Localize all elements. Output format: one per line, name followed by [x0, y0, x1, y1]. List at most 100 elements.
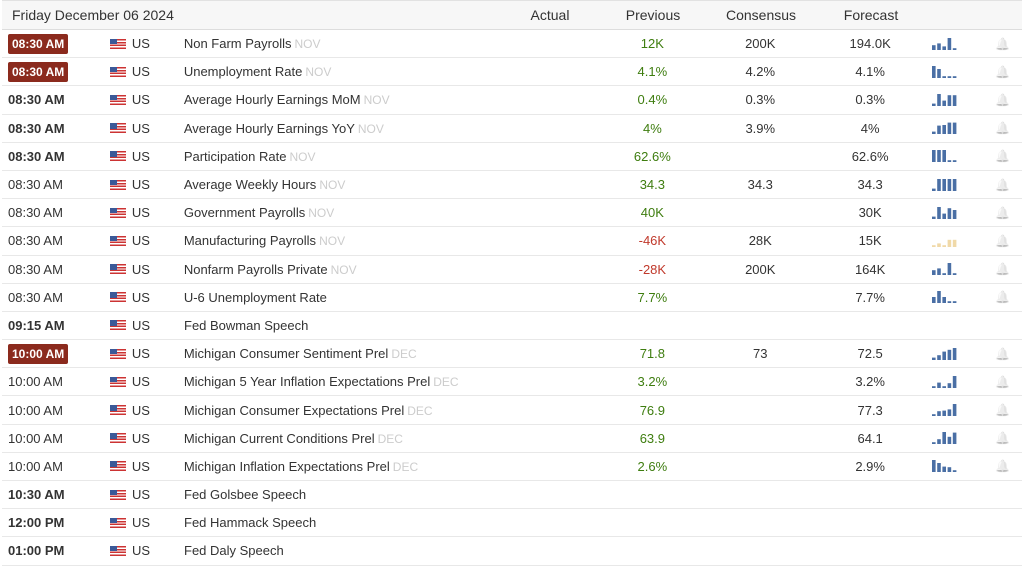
table-row[interactable]: 10:00 AM US Michigan 5 Year Inflation Ex… — [2, 368, 1022, 397]
event-cell[interactable]: Michigan 5 Year Inflation Expectations P… — [184, 374, 500, 389]
alert-cell[interactable]: 🔔 — [995, 403, 1022, 417]
alert-cell[interactable]: 🔔 — [995, 347, 1022, 361]
sparkline-cell[interactable] — [925, 290, 995, 304]
event-cell[interactable]: Michigan Current Conditions Prel DEC — [184, 431, 500, 446]
table-row[interactable]: 09:15 AM US Fed Bowman Speech — [2, 312, 1022, 341]
bell-icon[interactable]: 🔔 — [995, 233, 1010, 248]
alert-cell[interactable]: 🔔 — [995, 262, 1022, 276]
sparkline-cell[interactable] — [925, 121, 995, 135]
sparkline-chart[interactable] — [931, 37, 959, 51]
event-cell[interactable]: Average Hourly Earnings YoY NOV — [184, 121, 500, 136]
alert-cell[interactable]: 🔔 — [995, 37, 1022, 51]
sparkline-cell[interactable] — [925, 234, 995, 248]
table-row[interactable]: 08:30 AM US Average Hourly Earnings MoM N… — [2, 86, 1022, 115]
event-name-link[interactable]: Participation Rate — [183, 148, 287, 164]
sparkline-chart[interactable] — [931, 459, 959, 473]
bell-icon[interactable]: 🔔 — [995, 459, 1010, 474]
event-name-link[interactable]: Unemployment Rate — [183, 64, 303, 80]
table-row[interactable]: 08:30 AM US U-6 Unemployment Rate 7.7% 7… — [2, 284, 1022, 312]
sparkline-chart[interactable] — [931, 347, 959, 361]
alert-cell[interactable]: 🔔 — [995, 459, 1022, 473]
bell-icon[interactable]: 🔔 — [995, 262, 1010, 277]
event-cell[interactable]: Manufacturing Payrolls NOV — [184, 233, 500, 248]
table-row[interactable]: 12:00 PM US Fed Hammack Speech — [2, 509, 1022, 538]
event-name-link[interactable]: Non Farm Payrolls — [183, 36, 292, 52]
sparkline-cell[interactable] — [925, 403, 995, 417]
sparkline-chart[interactable] — [931, 206, 959, 220]
sparkline-chart[interactable] — [931, 431, 959, 445]
alert-cell[interactable]: 🔔 — [995, 290, 1022, 304]
sparkline-cell[interactable] — [925, 375, 995, 389]
table-row[interactable]: 10:00 AM US Michigan Consumer Sentiment … — [2, 340, 1022, 369]
table-row[interactable]: 08:30 AM US Average Weekly Hours NOV 34.3… — [2, 171, 1022, 200]
event-name-link[interactable]: Fed Daly Speech — [184, 543, 284, 559]
event-name-link[interactable]: Nonfarm Payrolls Private — [183, 261, 328, 277]
event-cell[interactable]: Michigan Consumer Expectations Prel DEC — [184, 403, 500, 418]
bell-icon[interactable]: 🔔 — [995, 92, 1010, 107]
event-cell[interactable]: Fed Daly Speech — [184, 543, 500, 558]
event-name-link[interactable]: Michigan Consumer Sentiment Prel — [183, 346, 389, 362]
sparkline-cell[interactable] — [925, 93, 995, 107]
alert-cell[interactable]: 🔔 — [995, 121, 1022, 135]
event-cell[interactable]: Michigan Inflation Expectations Prel DEC — [184, 459, 500, 474]
event-cell[interactable]: Michigan Consumer Sentiment Prel DEC — [184, 346, 500, 361]
event-cell[interactable]: Participation Rate NOV — [184, 149, 500, 164]
alert-cell[interactable]: 🔔 — [995, 178, 1022, 192]
sparkline-cell[interactable] — [925, 178, 995, 192]
actual-column-header[interactable]: Actual — [530, 7, 570, 23]
sparkline-cell[interactable] — [925, 347, 995, 361]
bell-icon[interactable]: 🔔 — [995, 431, 1010, 446]
bell-icon[interactable]: 🔔 — [995, 346, 1010, 361]
event-name-link[interactable]: U-6 Unemployment Rate — [183, 289, 327, 305]
event-name-link[interactable]: Michigan Inflation Expectations Prel — [183, 458, 390, 474]
table-row[interactable]: 08:30 AM US Unemployment Rate NOV 4.1% 4.… — [2, 58, 1022, 87]
bell-icon[interactable]: 🔔 — [995, 36, 1010, 51]
event-name-link[interactable]: Michigan Current Conditions Prel — [183, 430, 375, 446]
table-row[interactable]: 01:00 PM US Fed Daly Speech — [2, 537, 1022, 566]
alert-cell[interactable]: 🔔 — [995, 375, 1022, 389]
alert-cell[interactable]: 🔔 — [995, 93, 1022, 107]
event-name-link[interactable]: Government Payrolls — [183, 205, 306, 221]
table-row[interactable]: 08:30 AM US Average Hourly Earnings YoY N… — [2, 115, 1022, 143]
bell-icon[interactable]: 🔔 — [995, 177, 1010, 192]
sparkline-cell[interactable] — [925, 37, 995, 51]
event-cell[interactable]: Non Farm Payrolls NOV — [184, 36, 500, 51]
forecast-column-header[interactable]: Forecast — [843, 7, 899, 23]
bell-icon[interactable]: 🔔 — [995, 121, 1010, 136]
table-row[interactable]: 10:00 AM US Michigan Inflation Expectati… — [2, 453, 1022, 481]
table-row[interactable]: 10:30 AM US Fed Golsbee Speech — [2, 481, 1022, 510]
event-cell[interactable]: Fed Golsbee Speech — [184, 487, 500, 502]
sparkline-chart[interactable] — [931, 149, 959, 163]
event-cell[interactable]: U-6 Unemployment Rate — [184, 290, 500, 305]
event-name-link[interactable]: Average Hourly Earnings MoM — [183, 92, 361, 108]
bell-icon[interactable]: 🔔 — [995, 374, 1010, 389]
alert-cell[interactable]: 🔔 — [995, 431, 1022, 445]
sparkline-cell[interactable] — [925, 149, 995, 163]
alert-cell[interactable]: 🔔 — [995, 206, 1022, 220]
sparkline-cell[interactable] — [925, 65, 995, 79]
bell-icon[interactable]: 🔔 — [995, 149, 1010, 164]
sparkline-cell[interactable] — [925, 262, 995, 276]
bell-icon[interactable]: 🔔 — [995, 205, 1010, 220]
bell-icon[interactable]: 🔔 — [995, 290, 1010, 305]
sparkline-chart[interactable] — [931, 290, 959, 304]
event-name-link[interactable]: Average Weekly Hours — [183, 177, 317, 193]
table-row[interactable]: 08:30 AM US Nonfarm Payrolls Private NOV … — [2, 256, 1022, 284]
previous-column-header[interactable]: Previous — [625, 7, 681, 23]
sparkline-chart[interactable] — [931, 375, 959, 389]
bell-icon[interactable]: 🔔 — [995, 403, 1010, 418]
sparkline-cell[interactable] — [925, 206, 995, 220]
sparkline-chart[interactable] — [931, 403, 959, 417]
sparkline-cell[interactable] — [925, 431, 995, 445]
sparkline-chart[interactable] — [931, 234, 959, 248]
consensus-column-header[interactable]: Consensus — [725, 7, 797, 23]
table-row[interactable]: 10:00 AM US Michigan Current Conditions … — [2, 425, 1022, 453]
sparkline-chart[interactable] — [931, 121, 959, 135]
event-name-link[interactable]: Fed Bowman Speech — [184, 317, 309, 333]
event-name-link[interactable]: Average Hourly Earnings YoY — [183, 120, 355, 136]
sparkline-chart[interactable] — [931, 93, 959, 107]
alert-cell[interactable]: 🔔 — [995, 65, 1022, 79]
event-name-link[interactable]: Fed Golsbee Speech — [184, 487, 307, 503]
event-name-link[interactable]: Manufacturing Payrolls — [183, 233, 317, 249]
event-name-link[interactable]: Michigan Consumer Expectations Prel — [183, 402, 405, 418]
